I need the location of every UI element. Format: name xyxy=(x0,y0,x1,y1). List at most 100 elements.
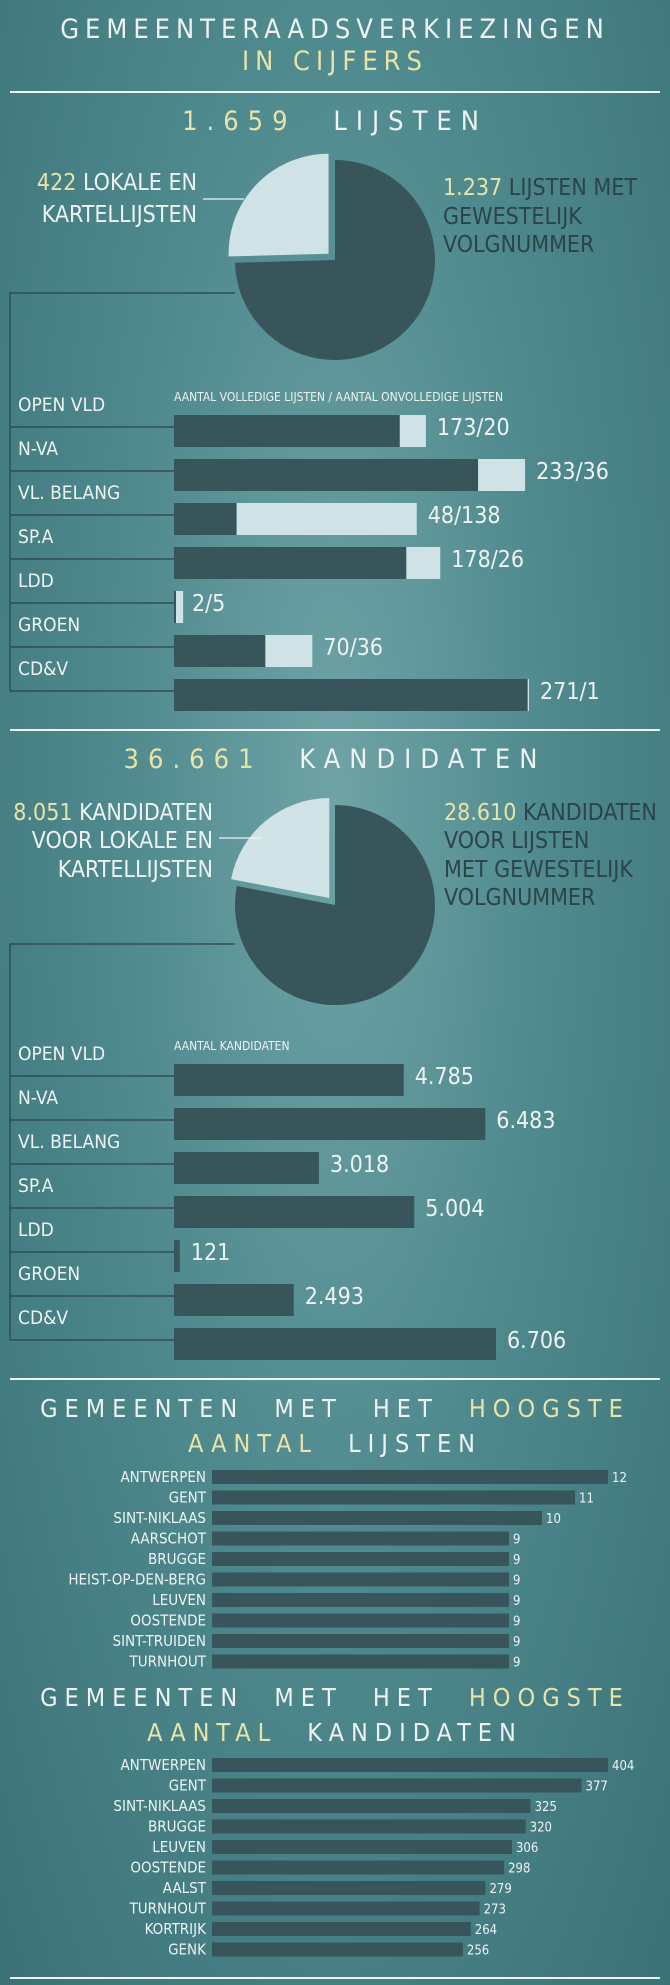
party-label: LDD xyxy=(18,570,54,592)
bar-value: 256 xyxy=(467,1944,489,1959)
bar-value: 9 xyxy=(513,1594,520,1609)
bracket-line xyxy=(9,292,235,691)
party-label: GROEN xyxy=(18,614,80,636)
pie2-right-line2: VOOR LIJSTEN xyxy=(444,828,589,854)
party-label: CD&V xyxy=(18,658,68,680)
bar xyxy=(212,1758,608,1772)
top-lists-title-line1: GEMEENTEN MET HET HOOGSTE xyxy=(40,1394,630,1423)
title-word: MET xyxy=(274,1683,342,1712)
bar-incomplete xyxy=(399,415,426,447)
bar-incomplete xyxy=(527,679,529,711)
candidates-pie xyxy=(231,798,435,1005)
bar-incomplete xyxy=(406,547,441,579)
title-word: LIJSTEN xyxy=(348,1429,482,1458)
bar xyxy=(212,1840,512,1854)
party-label: CD&V xyxy=(18,1307,68,1329)
bar xyxy=(174,1240,180,1272)
candidates-bar-chart: OPEN VLD 4.785 N-VA 6.483 VL. BELANG 3.018 SP.… xyxy=(9,943,566,1360)
bar-incomplete xyxy=(478,459,526,491)
bar-value: 9 xyxy=(513,1533,520,1548)
header-subtitle: IN CIJFERS xyxy=(242,46,428,77)
pie1-slice-small xyxy=(228,153,329,257)
title-word: AANTAL xyxy=(147,1718,277,1747)
bar-value: 121 xyxy=(191,1240,231,1266)
municipality-label: OOSTENDE xyxy=(130,1859,206,1877)
municipality-label: ANTWERPEN xyxy=(120,1756,206,1774)
bar-complete xyxy=(174,459,479,491)
bar-value: 320 xyxy=(530,1821,552,1836)
pie2-left-num: 8.051 xyxy=(13,800,72,826)
bar-value: 48/138 xyxy=(428,503,501,529)
lists-word: LIJSTEN xyxy=(333,106,488,137)
bar xyxy=(212,1819,526,1834)
bar-value: 264 xyxy=(475,1923,497,1938)
municipality-label: SINT-TRUIDEN xyxy=(113,1632,206,1650)
candidates-bar-header: AANTAL KANDIDATEN xyxy=(174,1039,290,1053)
candidates-word: KANDIDATEN xyxy=(299,744,546,775)
bar-complete xyxy=(174,503,237,535)
lists-bar-header: AANTAL VOLLEDIGE LIJSTEN / AANTAL ONVOLL… xyxy=(174,390,503,404)
municipality-label: OOSTENDE xyxy=(130,1612,206,1630)
bar-value: 325 xyxy=(535,1800,557,1815)
bar-complete xyxy=(174,679,528,711)
bar-value: 273 xyxy=(484,1903,506,1918)
municipality-label: ANTWERPEN xyxy=(120,1468,206,1486)
municipality-label: SINT-NIKLAAS xyxy=(113,1797,206,1815)
top-lists-title-line2: AANTAL LIJSTEN xyxy=(188,1429,482,1458)
title-word: HET xyxy=(373,1394,439,1423)
pie2-slice-small xyxy=(231,798,330,899)
party-label: VL. BELANG xyxy=(18,1131,120,1153)
municipality-label: AALST xyxy=(163,1879,207,1897)
top-lists-bar-chart: ANTWERPEN 12 GENT 11 SINT-NIKLAAS 10 AARSCHOT 9… xyxy=(68,1468,627,1671)
title-word: GEMEENTEN xyxy=(40,1683,244,1712)
title-word: KANDIDATEN xyxy=(307,1718,523,1747)
lists-total: 1.659 xyxy=(182,106,297,137)
title-word: HET xyxy=(373,1683,439,1712)
header-title: GEMEENTERAADSVERKIEZINGEN xyxy=(60,14,610,45)
bar-value: 9 xyxy=(513,1574,520,1589)
top-candidates-title-line1: GEMEENTEN MET HET HOOGSTE xyxy=(40,1683,630,1712)
top-candidates-bar-chart: ANTWERPEN 404 GENT 377 SINT-NIKLAAS 325 BRUGGE… xyxy=(113,1756,634,1959)
lists-title: 1.659 LIJSTEN xyxy=(182,106,488,137)
bar xyxy=(174,1152,319,1184)
bar-value: 70/36 xyxy=(323,635,383,661)
party-label: SP.A xyxy=(18,526,54,548)
bar xyxy=(212,1531,509,1546)
pie1-right-line1: LIJSTEN MET xyxy=(509,175,638,201)
pie2-left-line2: VOOR LOKALE EN xyxy=(32,828,213,854)
municipality-label: GENT xyxy=(169,1777,207,1795)
pie2-right-line1: KANDIDATEN xyxy=(523,800,657,826)
bar xyxy=(174,1064,404,1096)
bar xyxy=(174,1328,496,1360)
bar xyxy=(212,1942,463,1957)
party-label: N-VA xyxy=(18,438,58,460)
bar xyxy=(212,1511,542,1525)
title-word: MET xyxy=(274,1394,342,1423)
bar-complete xyxy=(174,415,400,447)
bar-value: 279 xyxy=(489,1882,511,1897)
bar-value: 12 xyxy=(612,1471,627,1486)
bar-complete-min xyxy=(174,591,176,623)
candidates-title: 36.661 KANDIDATEN xyxy=(124,744,547,775)
bar xyxy=(212,1654,509,1669)
pie2-right-label: 28.610 KANDIDATEN xyxy=(444,800,657,826)
pie2-slice-large xyxy=(234,805,435,1005)
pie2-left-label: 8.051 KANDIDATEN xyxy=(13,800,213,826)
title-word: HOOGSTE xyxy=(469,1394,630,1423)
bar xyxy=(212,1593,509,1607)
bar xyxy=(212,1613,509,1628)
bar-value: 6.706 xyxy=(507,1328,566,1354)
bar xyxy=(212,1881,486,1895)
bar-value: 4.785 xyxy=(415,1064,474,1090)
bar-value: 173/20 xyxy=(437,415,510,441)
municipality-label: GENK xyxy=(168,1941,207,1959)
bar xyxy=(212,1634,509,1648)
candidates-total: 36.661 xyxy=(124,744,263,775)
pie1-right-line3: VOLGNUMMER xyxy=(443,232,594,258)
pie2-left-line3: KARTELLIJSTEN xyxy=(58,857,213,883)
municipality-label: LEUVEN xyxy=(152,1838,206,1856)
pie1-left-line2: KARTELLIJSTEN xyxy=(42,202,197,228)
bar-value: 404 xyxy=(612,1759,634,1774)
bar xyxy=(174,1196,415,1228)
